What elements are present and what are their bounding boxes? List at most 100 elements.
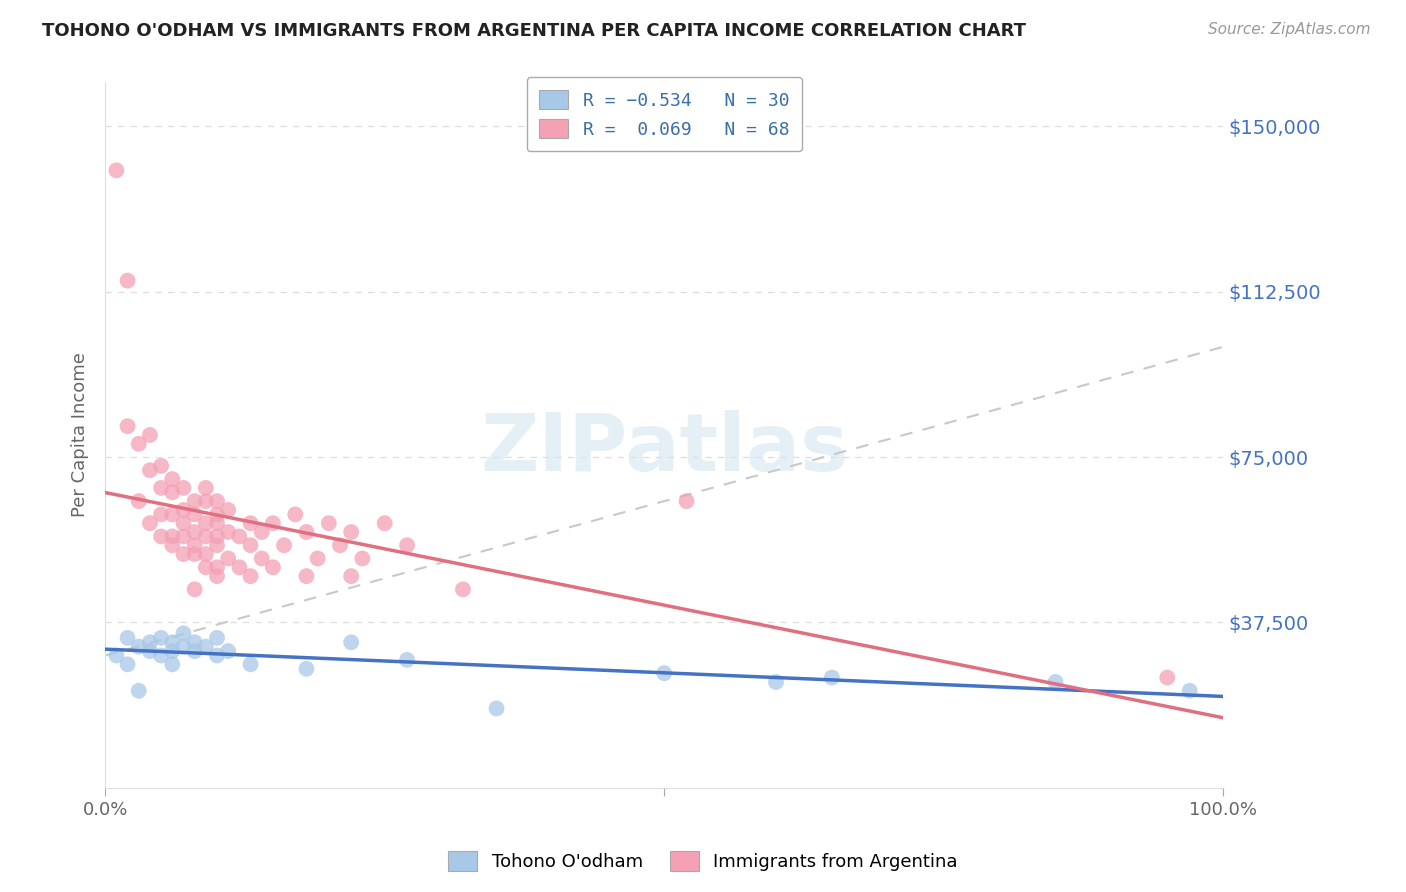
- Point: [217, 524, 239, 539]
- Point: [183, 582, 205, 597]
- Point: [194, 547, 217, 561]
- Point: [172, 640, 194, 654]
- Point: [194, 481, 217, 495]
- Point: [150, 631, 173, 645]
- Point: [117, 631, 139, 645]
- Point: [150, 508, 173, 522]
- Point: [340, 635, 363, 649]
- Point: [262, 516, 284, 531]
- Point: [183, 538, 205, 552]
- Point: [262, 560, 284, 574]
- Point: [194, 494, 217, 508]
- Point: [352, 551, 374, 566]
- Point: [340, 524, 363, 539]
- Point: [340, 569, 363, 583]
- Legend: R = −0.534   N = 30, R =  0.069   N = 68: R = −0.534 N = 30, R = 0.069 N = 68: [527, 77, 801, 151]
- Point: [205, 538, 228, 552]
- Point: [139, 644, 162, 658]
- Point: [295, 524, 318, 539]
- Y-axis label: Per Capita Income: Per Capita Income: [72, 352, 89, 517]
- Point: [128, 640, 150, 654]
- Point: [205, 494, 228, 508]
- Point: [105, 163, 128, 178]
- Point: [128, 683, 150, 698]
- Point: [205, 560, 228, 574]
- Point: [172, 516, 194, 531]
- Point: [162, 657, 184, 672]
- Point: [150, 529, 173, 543]
- Point: [250, 551, 273, 566]
- Point: [183, 508, 205, 522]
- Point: [172, 503, 194, 517]
- Text: ZIPatlas: ZIPatlas: [479, 410, 848, 488]
- Legend: Tohono O'odham, Immigrants from Argentina: Tohono O'odham, Immigrants from Argentin…: [441, 844, 965, 879]
- Point: [194, 560, 217, 574]
- Point: [284, 508, 307, 522]
- Point: [307, 551, 329, 566]
- Point: [374, 516, 396, 531]
- Point: [162, 485, 184, 500]
- Point: [205, 508, 228, 522]
- Point: [150, 648, 173, 663]
- Point: [239, 569, 262, 583]
- Point: [250, 524, 273, 539]
- Point: [172, 626, 194, 640]
- Point: [765, 675, 787, 690]
- Text: TOHONO O'ODHAM VS IMMIGRANTS FROM ARGENTINA PER CAPITA INCOME CORRELATION CHART: TOHONO O'ODHAM VS IMMIGRANTS FROM ARGENT…: [42, 22, 1026, 40]
- Point: [117, 657, 139, 672]
- Point: [183, 644, 205, 658]
- Point: [228, 560, 250, 574]
- Point: [329, 538, 352, 552]
- Point: [228, 529, 250, 543]
- Point: [194, 516, 217, 531]
- Point: [183, 524, 205, 539]
- Point: [217, 503, 239, 517]
- Point: [162, 538, 184, 552]
- Point: [451, 582, 474, 597]
- Point: [205, 529, 228, 543]
- Point: [239, 516, 262, 531]
- Point: [150, 481, 173, 495]
- Point: [162, 644, 184, 658]
- Point: [183, 494, 205, 508]
- Point: [162, 472, 184, 486]
- Point: [205, 516, 228, 531]
- Point: [485, 701, 508, 715]
- Point: [183, 547, 205, 561]
- Point: [295, 569, 318, 583]
- Point: [139, 635, 162, 649]
- Point: [396, 653, 419, 667]
- Point: [205, 569, 228, 583]
- Point: [194, 640, 217, 654]
- Point: [652, 666, 675, 681]
- Point: [675, 494, 697, 508]
- Point: [139, 463, 162, 477]
- Point: [205, 648, 228, 663]
- Point: [117, 274, 139, 288]
- Point: [1178, 683, 1201, 698]
- Point: [273, 538, 295, 552]
- Point: [239, 538, 262, 552]
- Point: [318, 516, 340, 531]
- Point: [162, 635, 184, 649]
- Point: [150, 458, 173, 473]
- Point: [128, 437, 150, 451]
- Point: [162, 508, 184, 522]
- Point: [396, 538, 419, 552]
- Point: [139, 516, 162, 531]
- Point: [139, 428, 162, 442]
- Point: [172, 547, 194, 561]
- Point: [172, 529, 194, 543]
- Point: [295, 662, 318, 676]
- Point: [239, 657, 262, 672]
- Point: [1156, 671, 1178, 685]
- Text: Source: ZipAtlas.com: Source: ZipAtlas.com: [1208, 22, 1371, 37]
- Point: [217, 644, 239, 658]
- Point: [205, 631, 228, 645]
- Point: [128, 494, 150, 508]
- Point: [1045, 675, 1067, 690]
- Point: [105, 648, 128, 663]
- Point: [821, 671, 844, 685]
- Point: [194, 529, 217, 543]
- Point: [172, 481, 194, 495]
